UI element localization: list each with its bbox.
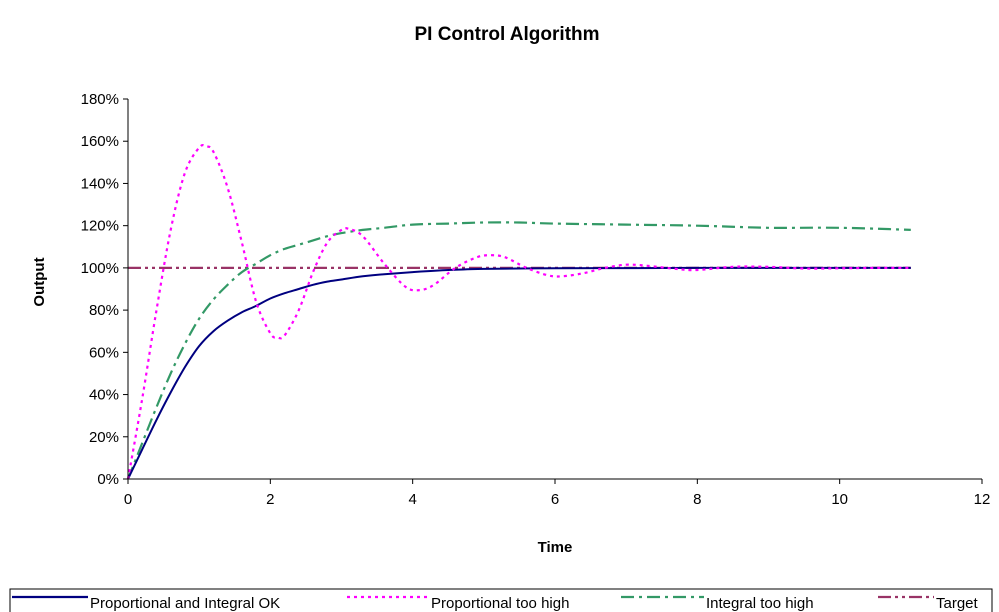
y-tick-label: 120%	[81, 218, 119, 235]
series-line-integral-too-high	[126, 221, 911, 480]
y-tick-label: 180%	[81, 91, 119, 108]
series-line-proportional-too-high	[126, 144, 911, 480]
y-axis-title: Output	[31, 257, 48, 306]
legend-label-proportional-and-integral-ok: Proportional and Integral OK	[90, 595, 280, 612]
x-tick-label: 8	[693, 491, 701, 508]
x-axis-title: Time	[538, 539, 573, 556]
y-tick-label: 20%	[89, 429, 119, 446]
x-tick-label: 0	[124, 491, 132, 508]
y-tick-label: 40%	[89, 387, 119, 404]
x-tick-label: 4	[408, 491, 416, 508]
y-tick-label: 160%	[81, 133, 119, 150]
chart-title: PI Control Algorithm	[414, 24, 599, 45]
legend-label-integral-too-high: Integral too high	[706, 595, 814, 612]
series-line-proportional-and-integral-ok	[127, 266, 911, 480]
y-tick-label: 60%	[89, 344, 119, 361]
x-tick-label: 12	[974, 491, 991, 508]
legend-label-proportional-too-high: Proportional too high	[431, 595, 569, 612]
y-tick-label: 100%	[81, 260, 119, 277]
axes: 0% 20% 40% 60% 80% 100% 120% 140% 160% 180% 0 2 4 6 8 1…	[81, 91, 991, 508]
legend: Proportional and Integral OK Proportional…	[9, 588, 993, 612]
y-tick-label: 140%	[81, 175, 119, 192]
y-tick-label: 0%	[97, 471, 119, 488]
legend-box	[9, 588, 993, 612]
x-tick-label: 6	[551, 491, 559, 508]
x-tick-label: 2	[266, 491, 274, 508]
x-tick-label: 10	[831, 491, 848, 508]
plot-area	[126, 144, 911, 480]
y-tick-label: 80%	[89, 302, 119, 319]
legend-label-target: Target	[936, 595, 979, 612]
